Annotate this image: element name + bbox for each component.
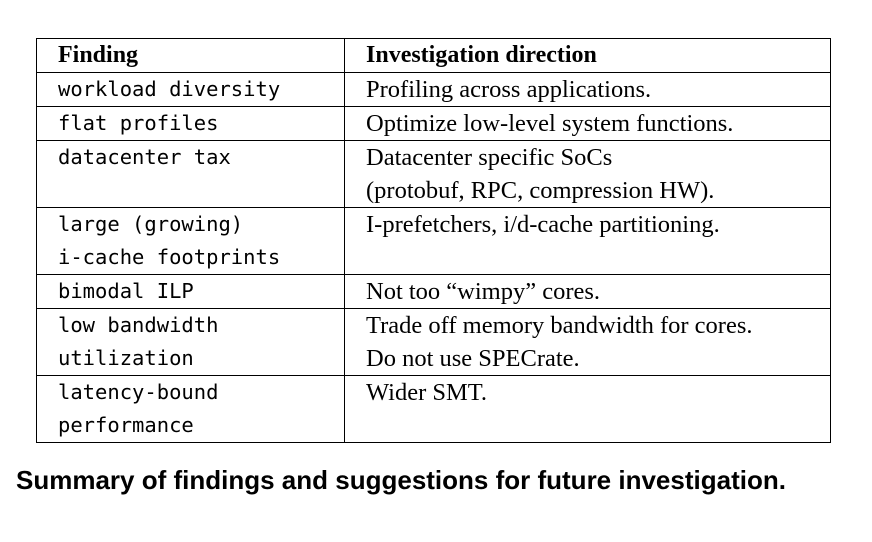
finding-text: flat profiles — [58, 111, 219, 135]
table-row: workload diversity Profiling across appl… — [36, 72, 831, 107]
finding-text: datacenter tax — [58, 145, 231, 169]
finding-text: bimodal ILP — [58, 279, 194, 303]
direction-text: Do not use SPECrate. — [366, 345, 580, 372]
finding-cell: workload diversity — [36, 72, 345, 107]
direction-text: (protobuf, RPC, compression HW). — [366, 177, 715, 204]
direction-cell: Not too “wimpy” cores. — [344, 274, 831, 309]
direction-cell: Profiling across applications. — [344, 72, 831, 107]
direction-text: Profiling across applications. — [366, 76, 652, 103]
finding-text: performance — [58, 413, 194, 437]
finding-cell: flat profiles — [36, 106, 345, 141]
table-row: flat profiles Optimize low-level system … — [36, 106, 831, 141]
finding-text: workload diversity — [58, 77, 281, 101]
direction-text: Not too “wimpy” cores. — [366, 278, 601, 305]
header-investigation-direction: Investigation direction — [344, 38, 831, 73]
table-header-row: Finding Investigation direction — [36, 38, 831, 73]
finding-text: large (growing) — [58, 212, 244, 236]
table-row: bimodal ILP Not too “wimpy” cores. — [36, 274, 831, 309]
finding-text: utilization — [58, 346, 194, 370]
table-row: latency-bound performance Wider SMT. — [36, 375, 831, 443]
direction-cell: Optimize low-level system functions. — [344, 106, 831, 141]
finding-text: low bandwidth — [58, 313, 219, 337]
table-row: datacenter tax Datacenter specific SoCs … — [36, 140, 831, 208]
finding-cell: low bandwidth utilization — [36, 308, 345, 376]
direction-cell: I-prefetchers, i/d-cache partitioning. — [344, 207, 831, 275]
direction-cell: Wider SMT. — [344, 375, 831, 443]
direction-text: Trade off memory bandwidth for cores. — [366, 312, 753, 339]
direction-text: Optimize low-level system functions. — [366, 110, 734, 137]
finding-cell: bimodal ILP — [36, 274, 345, 309]
finding-text: latency-bound — [58, 380, 219, 404]
direction-cell: Trade off memory bandwidth for cores. Do… — [344, 308, 831, 376]
finding-cell: large (growing) i-cache footprints — [36, 207, 345, 275]
header-finding: Finding — [36, 38, 345, 73]
table-row: large (growing) i-cache footprints I-pre… — [36, 207, 831, 275]
table-caption: Summary of findings and suggestions for … — [16, 465, 786, 495]
finding-text: i-cache footprints — [58, 245, 281, 269]
finding-cell: latency-bound performance — [36, 375, 345, 443]
finding-cell: datacenter tax — [36, 140, 345, 208]
table-row: low bandwidth utilization Trade off memo… — [36, 308, 831, 376]
direction-text: Datacenter specific SoCs — [366, 144, 613, 171]
direction-text: Wider SMT. — [366, 379, 488, 406]
findings-table: Finding Investigation direction workload… — [36, 38, 831, 443]
direction-text: I-prefetchers, i/d-cache partitioning. — [366, 211, 720, 238]
direction-cell: Datacenter specific SoCs (protobuf, RPC,… — [344, 140, 831, 208]
